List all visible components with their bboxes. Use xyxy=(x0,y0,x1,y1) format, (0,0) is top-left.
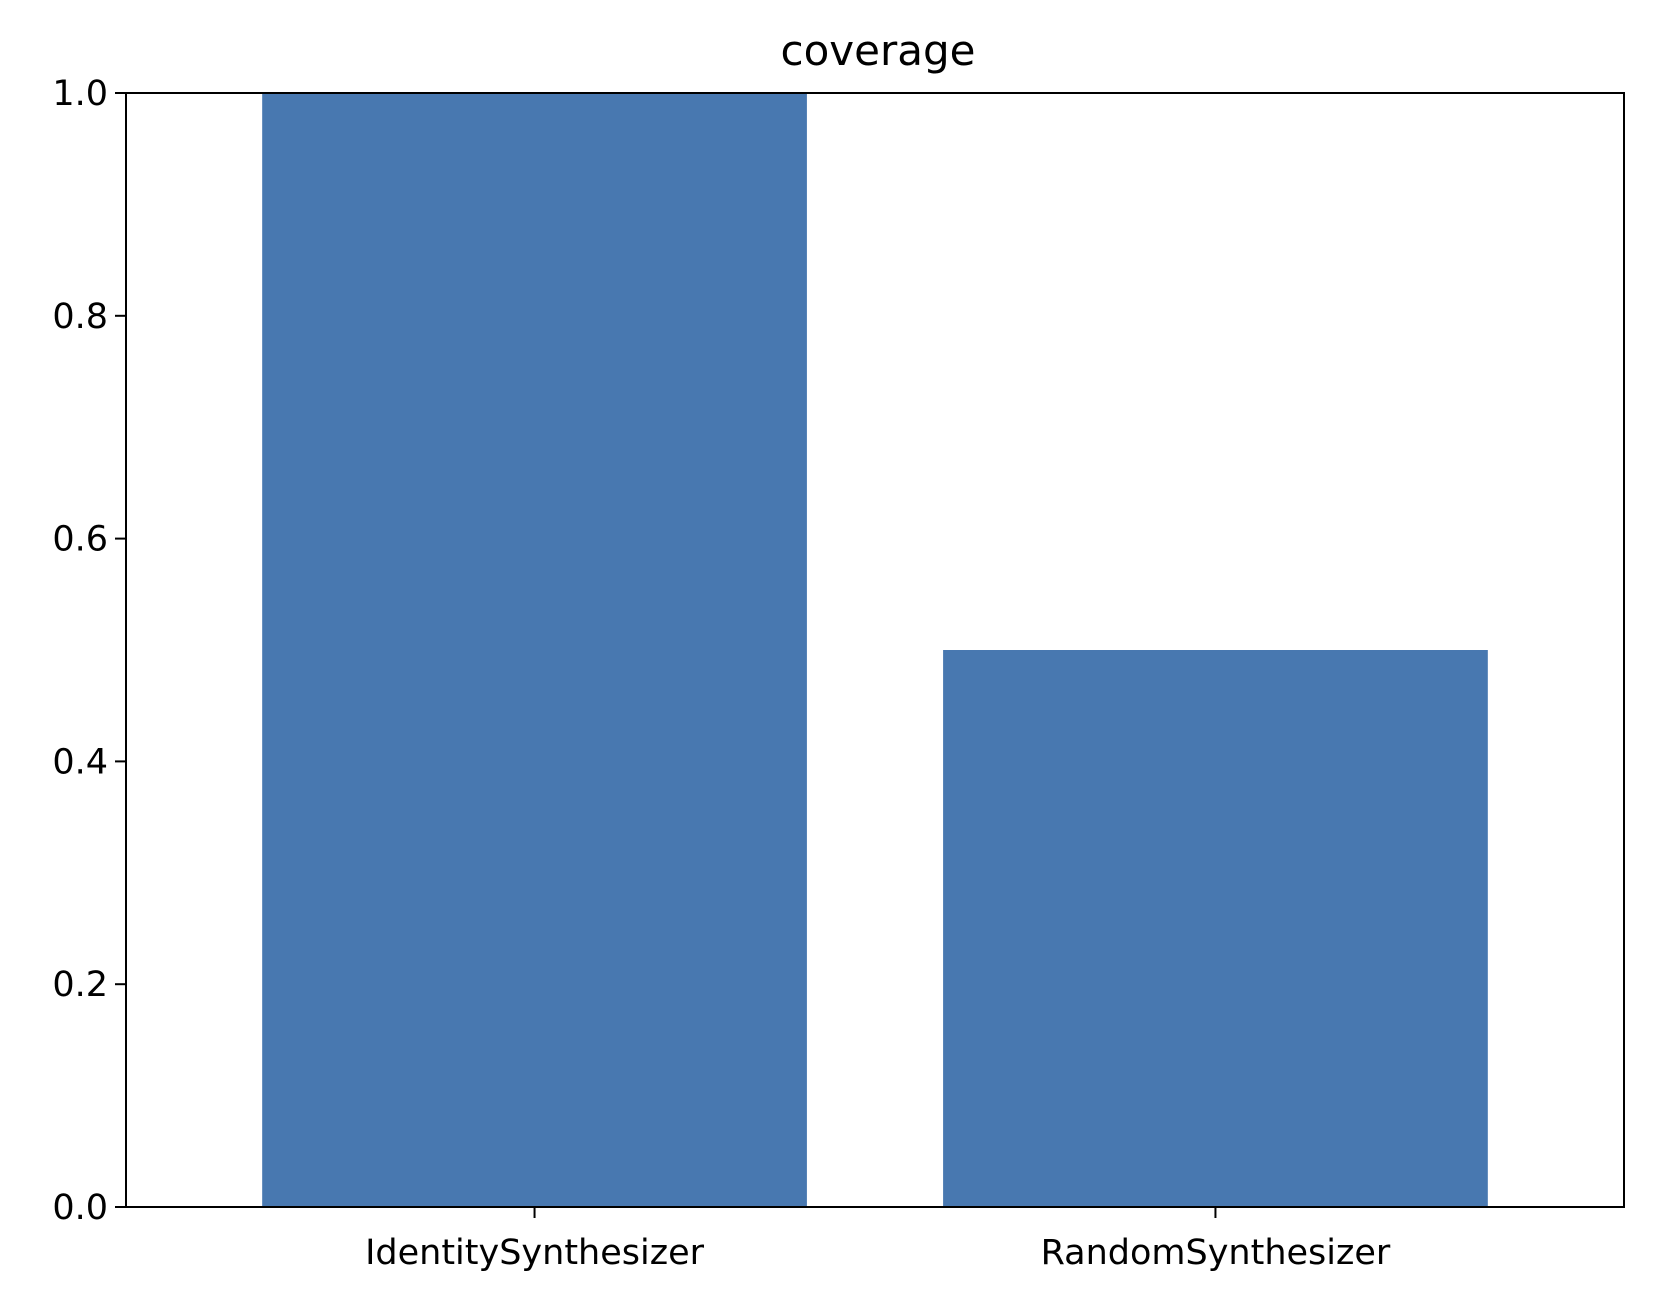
y-tick-label: 0.4 xyxy=(52,742,108,782)
bar-IdentitySynthesizer xyxy=(262,93,807,1207)
y-tick-label: 0.8 xyxy=(52,297,108,337)
bars-group xyxy=(262,93,1488,1207)
y-axis: 0.0 0.2 0.4 0.6 0.8 1.0 xyxy=(52,74,126,1228)
y-tick-label: 0.2 xyxy=(52,965,108,1005)
x-tick-label: IdentitySynthesizer xyxy=(365,1233,705,1273)
chart-title: coverage xyxy=(781,26,976,75)
y-tick-label: 0.6 xyxy=(52,520,108,560)
y-tick-label: 0.0 xyxy=(52,1188,108,1228)
plot-frame xyxy=(125,92,1625,1208)
x-axis: IdentitySynthesizer RandomSynthesizer xyxy=(365,1207,1391,1273)
y-tick-label: 1.0 xyxy=(52,74,108,114)
x-tick-label: RandomSynthesizer xyxy=(1041,1233,1391,1273)
bar-RandomSynthesizer xyxy=(943,650,1488,1207)
